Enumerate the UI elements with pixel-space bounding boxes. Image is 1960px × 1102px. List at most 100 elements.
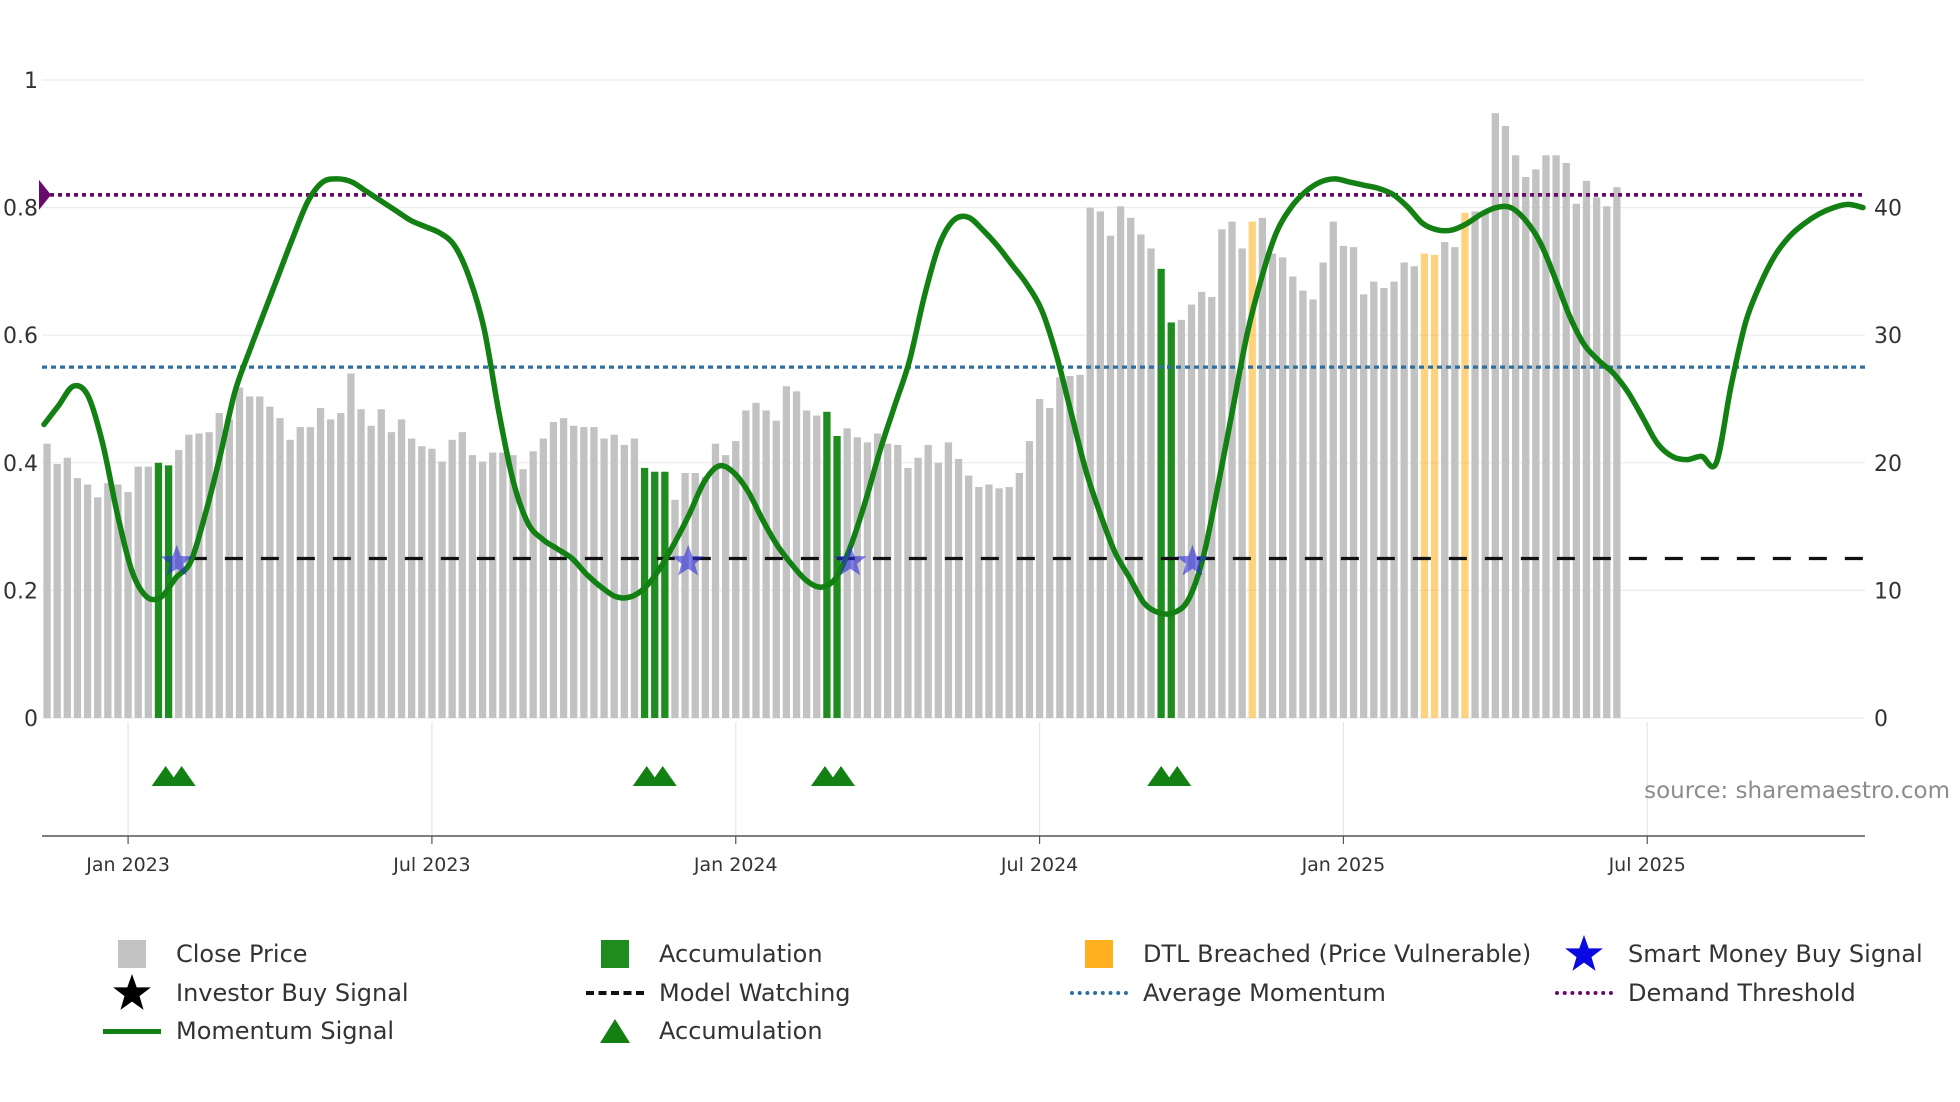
close-price-bar [610, 434, 618, 718]
close-price-bar [397, 419, 406, 718]
close-price-bar [762, 410, 770, 718]
close-price-bar [803, 410, 811, 718]
close-price-bar [843, 428, 851, 718]
close-price-bar [63, 457, 71, 718]
close-price-bar [326, 419, 335, 718]
close-price-bar [701, 476, 710, 718]
demand-threshold-marker [39, 179, 51, 210]
close-price-bar [620, 444, 628, 718]
close-price-bar [1319, 262, 1327, 718]
dtl-breached-bar [1248, 221, 1256, 719]
bars-layer [43, 113, 1621, 719]
close-price-bar [489, 452, 497, 718]
close-price-bar [934, 462, 942, 718]
close-price-bar [1471, 211, 1479, 719]
lower-panel: Jan 2023 Jul 2023 Jan 2024 Jul 2024 Jan 2025… [42, 722, 1865, 876]
close-price-bar [377, 409, 385, 718]
close-price-bar [1066, 376, 1074, 718]
close-price-bar [853, 437, 861, 718]
accumulation-bar [823, 411, 831, 718]
close-price-bar [468, 455, 477, 718]
close-price-bar [1268, 253, 1277, 718]
close-price-bar [306, 427, 315, 718]
x-axis-tick-label: Jan 2023 [85, 854, 170, 876]
close-price-bar [1390, 281, 1398, 718]
close-price-bar [1187, 304, 1196, 718]
accumulation-marker [826, 766, 855, 786]
close-price-bar [1542, 155, 1550, 718]
close-price-bar [630, 438, 639, 718]
left-axis-tick: 0.2 [3, 579, 38, 604]
close-price-bar [954, 458, 963, 718]
close-price-bar [904, 467, 912, 718]
close-price-bar [1380, 287, 1388, 718]
close-price-bar [1532, 169, 1540, 718]
close-price-bar [711, 443, 720, 718]
right-axis-tick: 0 [1874, 707, 1888, 732]
dtl-breached-bar [1461, 212, 1469, 719]
dtl-breached-bar [1420, 253, 1429, 718]
momentum-layer [41, 176, 1866, 617]
close-price-bar [985, 484, 993, 718]
close-price-bar [408, 438, 416, 718]
close-price-bar [134, 466, 142, 718]
close-price-bar [337, 413, 345, 718]
accumulation-marker [167, 766, 196, 786]
close-price-bar [1096, 211, 1104, 719]
close-price-bar [94, 497, 102, 718]
close-price-bar [975, 487, 983, 718]
smart-money-signal-star [160, 544, 193, 576]
close-price-bar [944, 442, 953, 718]
close-price-bar [1005, 487, 1013, 718]
accumulation-bar [1167, 322, 1175, 718]
left-axis-tick: 1 [24, 69, 38, 94]
close-price-bar [83, 484, 92, 718]
close-price-bar [266, 406, 274, 718]
close-price-bar [792, 391, 801, 718]
dtl-breached-bar [1430, 254, 1439, 718]
grid-lines [42, 79, 1865, 719]
right-axis-tick: 10 [1874, 579, 1902, 604]
close-price-bar [1491, 113, 1499, 718]
close-price-bar [1076, 374, 1084, 718]
close-price-bar [1451, 247, 1459, 718]
reference-lines [39, 179, 1865, 561]
close-price-bar [235, 387, 244, 718]
close-price-bar [1279, 257, 1287, 718]
smart-money-signal-star [1176, 544, 1209, 576]
close-price-bar [681, 473, 689, 718]
close-price-bar [813, 415, 821, 718]
close-price-bar [1106, 235, 1115, 718]
close-price-bar [256, 396, 264, 718]
close-price-bar [772, 420, 780, 718]
close-price-bar [418, 446, 426, 718]
right-axis-tick: 30 [1874, 324, 1902, 349]
close-price-bar [1309, 299, 1317, 718]
close-price-bar [1056, 377, 1064, 718]
close-price-bar [296, 427, 304, 718]
right-axis-tick: 20 [1874, 452, 1902, 477]
close-price-bar [1238, 248, 1246, 718]
accumulation-bar [640, 467, 649, 718]
close-price-bar [1299, 290, 1307, 718]
close-price-bar [1603, 206, 1611, 718]
close-price-bar [114, 484, 122, 718]
close-price-bar [499, 452, 507, 718]
smart-money-signal-star [672, 544, 705, 576]
close-price-bar [245, 396, 254, 718]
accumulation-bar [1157, 268, 1165, 718]
close-price-bar [1552, 155, 1560, 718]
close-price-bar [742, 410, 750, 718]
close-price-bar [43, 443, 51, 718]
close-price-bar [1441, 242, 1449, 718]
smart-money-signal-star [834, 544, 867, 576]
close-price-bar [721, 455, 730, 718]
close-price-bar [347, 373, 355, 718]
close-price-bar [1339, 245, 1348, 718]
x-axis-tick-label: Jan 2024 [693, 854, 778, 876]
close-price-bar [104, 483, 112, 718]
close-price-bar [276, 418, 284, 718]
close-price-bar [1329, 221, 1337, 719]
close-price-bar [1410, 266, 1418, 718]
